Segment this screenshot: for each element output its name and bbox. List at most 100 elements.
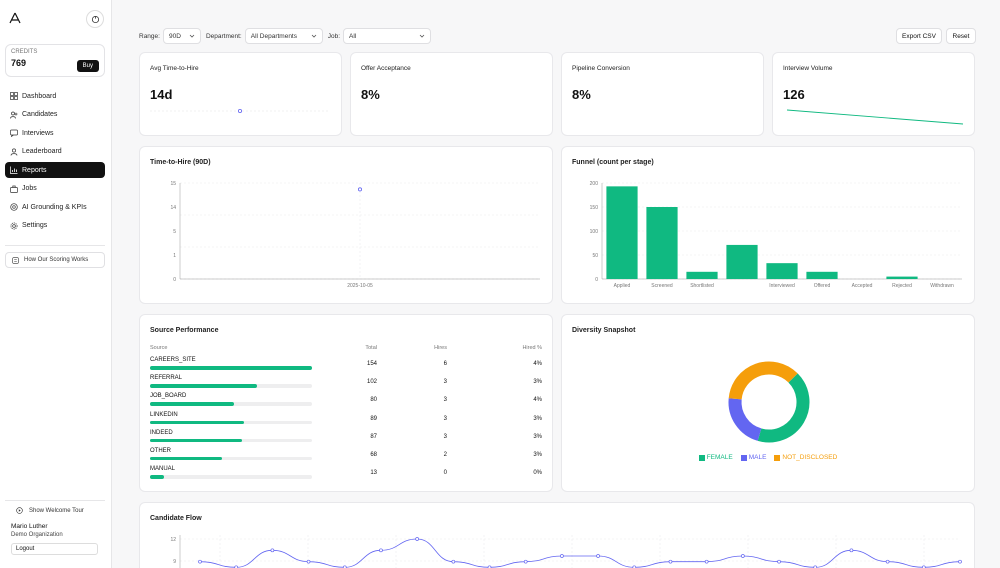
job-value: All — [349, 32, 357, 40]
data-point — [306, 559, 311, 564]
donut-slice — [728, 398, 762, 441]
total-cell: 80 — [370, 397, 377, 404]
x-tick-label: 2025-10-05 — [347, 283, 373, 289]
kpi-card-pipeline-conversion: Pipeline Conversion 8% — [561, 52, 764, 136]
sidebar-item-interviews[interactable]: Interviews — [5, 125, 105, 141]
funnel-chart: 200 150 100 50 0 Applied Screened Shortlisted In… — [590, 181, 962, 289]
x-tick-label: Withdrawn — [930, 283, 954, 289]
x-tick-label: Applied — [614, 283, 631, 289]
legend-item: FEMALE — [698, 454, 733, 461]
flow-line — [199, 538, 961, 568]
sidebar-item-label: Leaderboard — [22, 148, 62, 155]
chat-icon — [10, 129, 18, 137]
source-name: CAREERS_SITE — [150, 357, 196, 363]
export-csv-button[interactable]: Export CSV — [896, 28, 942, 44]
sidebar-item-candidates[interactable]: Candidates — [5, 107, 105, 123]
source-bar — [150, 475, 164, 479]
source-bar-track — [150, 420, 312, 425]
job-select[interactable]: All — [343, 28, 432, 44]
department-label: Department: — [205, 32, 242, 40]
x-tick-label: Interviewed — [769, 283, 795, 289]
data-point — [451, 559, 456, 564]
source-cell: REFERRAL — [150, 373, 312, 391]
data-point — [668, 559, 673, 564]
kpi-sparkline — [787, 109, 964, 125]
source-bar — [150, 438, 242, 443]
source-bar-track — [150, 475, 312, 479]
job-label: Job: — [327, 32, 341, 40]
source-bar-track — [150, 384, 312, 388]
sidebar-item-reports[interactable]: Reports — [5, 162, 105, 178]
data-point — [813, 565, 818, 568]
logo-icon[interactable] — [9, 12, 21, 24]
table-header: Source Total Hires Hired % — [150, 345, 545, 355]
funnel-bar — [886, 276, 918, 279]
users-icon — [10, 111, 18, 119]
source-name: REFERRAL — [150, 375, 183, 382]
welcome-tour-label: Show Welcome Tour — [29, 507, 84, 514]
sidebar: CREDITS 769 Buy Dashboard Candidates Int… — [0, 0, 112, 568]
hires-cell: 3 — [443, 415, 447, 422]
table-row: JOB_BOARD 80 3 4% — [150, 391, 545, 409]
source-bar — [150, 456, 222, 461]
sidebar-item-label: Candidates — [22, 111, 58, 118]
data-point — [379, 548, 383, 553]
source-bar-track — [150, 402, 312, 406]
play-circle-icon — [16, 507, 23, 514]
table-row: OTHER 68 2 3% — [150, 446, 545, 464]
time-to-hire-card: Time-to-Hire (90D) 15 14 5 1 0 2025-10-05 — [139, 146, 553, 304]
data-point — [357, 187, 362, 192]
kpi-card-time-to-hire: Avg Time-to-Hire 14d — [139, 52, 342, 136]
logout-button[interactable]: Logout — [11, 543, 98, 555]
chevron-down-icon — [419, 34, 425, 38]
sidebar-item-ai-grounding[interactable]: AI Grounding & KPIs — [5, 199, 105, 215]
source-bar — [150, 384, 258, 388]
source-bar-track — [150, 438, 312, 443]
department-value: All Departments — [250, 32, 297, 40]
source-bar — [150, 420, 244, 425]
kpi-value: 8% — [572, 87, 591, 102]
source-name: MANUAL — [150, 466, 176, 473]
sidebar-item-label: Dashboard — [22, 92, 57, 100]
sidebar-item-dashboard[interactable]: Dashboard — [5, 88, 105, 104]
range-value: 90D — [168, 32, 181, 40]
reset-button[interactable]: Reset — [946, 28, 976, 44]
sidebar-divider — [5, 500, 105, 501]
hires-cell: 6 — [443, 361, 447, 367]
sidebar-item-leaderboard[interactable]: Leaderboard — [5, 144, 105, 160]
table-row: MANUAL 13 0 0% — [150, 464, 545, 482]
sidebar-item-settings[interactable]: Settings — [5, 218, 105, 234]
total-cell: 13 — [370, 470, 377, 477]
chevron-down-icon — [189, 34, 195, 38]
funnel-bar — [766, 263, 798, 279]
buy-credits-button[interactable]: Buy — [76, 60, 99, 72]
range-select[interactable]: 90D — [162, 28, 201, 44]
data-point — [415, 537, 419, 541]
target-icon — [10, 203, 18, 211]
data-point — [270, 548, 275, 553]
x-tick-label: Screened — [651, 283, 673, 289]
source-name: JOB_BOARD — [150, 393, 187, 400]
col-total: Total — [365, 345, 377, 351]
sidebar-divider — [5, 245, 105, 246]
legend-swatch — [774, 454, 781, 461]
hired-pct-cell: 3% — [533, 415, 542, 422]
sidebar-nav: Dashboard Candidates Interviews Leaderbo… — [5, 88, 105, 236]
department-select[interactable]: All Departments — [244, 28, 323, 44]
legend-label: FEMALE — [706, 454, 733, 461]
card-title: Time-to-Hire (90D) — [150, 159, 211, 166]
source-bar-track — [150, 456, 312, 461]
legend-label: MALE — [748, 454, 767, 461]
range-label: Range: — [139, 32, 160, 40]
y-tick-label: 0 — [173, 277, 176, 283]
funnel-bar — [646, 207, 678, 279]
legend-label: NOT_DISCLOSED — [782, 454, 838, 461]
sidebar-item-jobs[interactable]: Jobs — [5, 181, 105, 197]
collapse-sidebar-icon[interactable] — [86, 10, 104, 28]
scoring-info-button[interactable]: How Our Scoring Works — [5, 252, 105, 268]
welcome-tour-button[interactable]: Show Welcome Tour — [16, 507, 84, 514]
donut-slice — [728, 361, 798, 400]
table-row: LINKEDIN 89 3 3% — [150, 410, 545, 428]
y-tick-label: 1 — [173, 253, 176, 259]
hired-pct-cell: 3% — [533, 379, 542, 386]
